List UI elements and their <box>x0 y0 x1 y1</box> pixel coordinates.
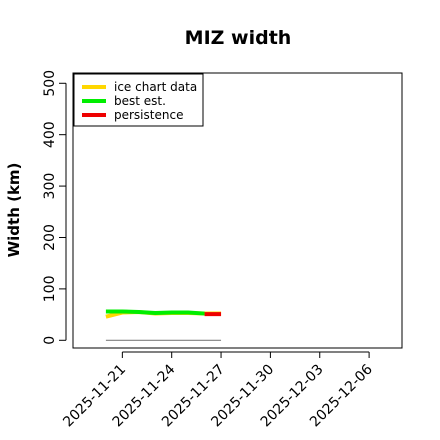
series-line-2 <box>105 309 205 316</box>
y-tick-label: 300 <box>42 173 58 200</box>
legend-label-1: ice chart data <box>114 80 197 94</box>
y-axis: 0 100 200 300 400 500 <box>42 70 67 345</box>
y-tick-label: 400 <box>42 121 58 148</box>
y-tick-label: 100 <box>42 276 58 303</box>
legend-label-2: best est. <box>114 94 166 108</box>
legend-label-3: persistence <box>114 108 183 122</box>
chart-title: MIZ width <box>185 27 292 49</box>
series-layer <box>105 309 222 319</box>
y-tick-label: 500 <box>42 70 58 97</box>
y-tick-label: 200 <box>42 224 58 251</box>
plot-frame <box>72 72 403 349</box>
y-tick-label: 0 <box>42 336 58 345</box>
y-axis-label: Width (km) <box>5 163 23 258</box>
x-axis: 2025-11-212025-11-242025-11-272025-11-30… <box>60 351 376 430</box>
